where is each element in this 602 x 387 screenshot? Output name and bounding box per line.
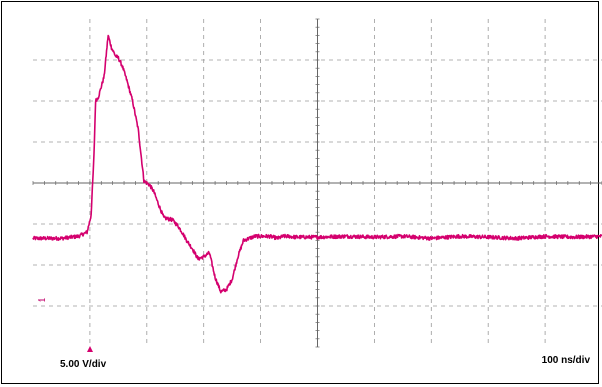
vertical-scale-label: 5.00 V/div xyxy=(60,359,107,370)
graticule-center-ticks xyxy=(32,18,602,348)
signal-trace xyxy=(32,34,602,294)
graticule xyxy=(33,19,602,347)
horizontal-scale-label: 100 ns/div xyxy=(542,355,591,366)
trigger-position-marker xyxy=(87,346,93,352)
